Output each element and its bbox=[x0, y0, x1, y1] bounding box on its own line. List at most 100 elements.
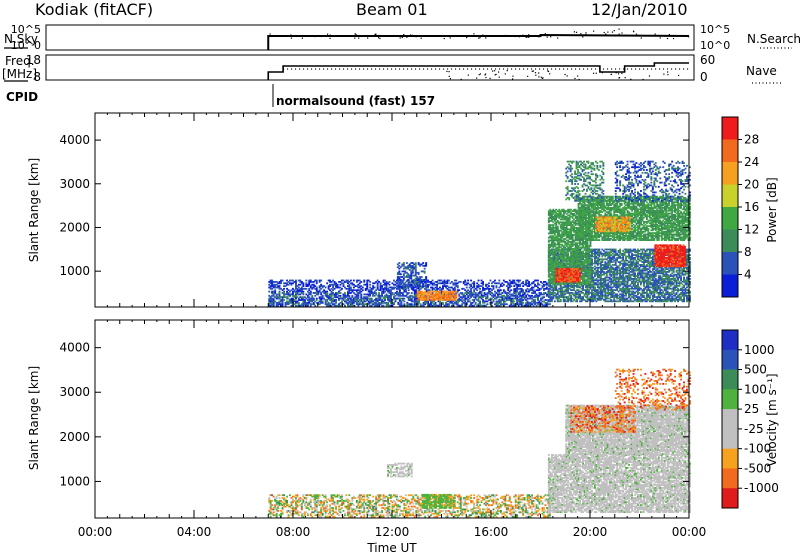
scatter-cell bbox=[508, 299, 511, 301]
scatter-cell bbox=[280, 296, 282, 299]
scatter-cell bbox=[665, 280, 668, 283]
scatter-cell bbox=[504, 303, 507, 306]
scatter-cell bbox=[296, 304, 299, 307]
scatter-cell bbox=[541, 296, 544, 299]
scatter-cell bbox=[284, 303, 287, 306]
scatter-cell bbox=[274, 289, 277, 292]
scatter-cell bbox=[413, 263, 416, 266]
scatter-cell bbox=[568, 297, 571, 300]
scatter-cell bbox=[645, 275, 648, 277]
scatter-cell bbox=[637, 251, 639, 254]
scatter-cell bbox=[428, 289, 431, 292]
scatter-cell bbox=[529, 294, 532, 297]
scatter-cell bbox=[415, 297, 418, 300]
scatter-cell bbox=[412, 286, 415, 289]
scatter-cell bbox=[427, 301, 429, 304]
scatter-cell bbox=[605, 258, 608, 261]
scatter-cell bbox=[619, 297, 622, 300]
scatter-cell bbox=[669, 287, 672, 290]
scatter-cell bbox=[367, 297, 370, 300]
scatter-cell bbox=[433, 282, 435, 285]
scatter-cell bbox=[327, 297, 330, 300]
scatter-cell bbox=[482, 283, 484, 286]
scatter-cell bbox=[318, 285, 321, 287]
scatter-cell bbox=[558, 258, 561, 261]
scatter-cell bbox=[502, 301, 505, 304]
scatter-cell bbox=[613, 283, 616, 286]
scatter-cell bbox=[421, 292, 424, 294]
scatter-cell bbox=[513, 287, 516, 290]
scatter-cell bbox=[418, 281, 421, 283]
scatter-cell bbox=[605, 286, 608, 289]
scatter-cell bbox=[516, 303, 519, 306]
scatter-cell bbox=[516, 289, 519, 292]
scatter-cell bbox=[443, 290, 446, 293]
scatter-cell bbox=[605, 287, 608, 290]
scatter-cell bbox=[411, 266, 414, 269]
scatter-cell bbox=[654, 287, 657, 290]
nave-dot bbox=[512, 75, 514, 77]
scatter-cell bbox=[625, 264, 627, 266]
scatter-cell bbox=[641, 257, 644, 259]
scatter-cell bbox=[437, 290, 440, 293]
scatter-cell bbox=[507, 297, 510, 300]
scatter-cell bbox=[596, 269, 599, 272]
scatter-cell bbox=[491, 292, 493, 294]
scatter-cell bbox=[439, 279, 441, 282]
scatter-cell bbox=[596, 285, 599, 287]
scatter-cell bbox=[406, 293, 409, 296]
scatter-cell bbox=[614, 285, 617, 287]
scatter-cell bbox=[622, 299, 625, 301]
scatter-cell bbox=[613, 282, 616, 284]
scatter-cell bbox=[628, 248, 630, 251]
scatter-cell bbox=[336, 286, 339, 289]
scatter-cell bbox=[342, 283, 345, 286]
scatter-cell bbox=[394, 292, 397, 294]
scatter-cell bbox=[499, 299, 502, 301]
scatter-cell bbox=[397, 283, 400, 286]
scatter-cell bbox=[657, 286, 660, 289]
scatter-cell bbox=[626, 290, 629, 293]
scatter-cell bbox=[607, 276, 610, 279]
scatter-cell bbox=[379, 286, 382, 289]
scatter-cell bbox=[396, 293, 398, 296]
scatter-cell bbox=[562, 293, 565, 296]
scatter-cell bbox=[614, 293, 617, 296]
scatter-cell bbox=[342, 285, 345, 287]
scatter-cell bbox=[620, 296, 623, 298]
scatter-cell bbox=[644, 272, 647, 275]
scatter-cell bbox=[614, 280, 617, 283]
scatter-cell bbox=[553, 294, 556, 297]
scatter-cell bbox=[396, 271, 399, 274]
scatter-cell bbox=[622, 296, 625, 298]
scatter-cell bbox=[555, 285, 558, 287]
scatter-cell bbox=[605, 266, 608, 269]
scatter-cell bbox=[347, 301, 349, 304]
scatter-cell bbox=[657, 265, 660, 268]
scatter-cell bbox=[656, 300, 659, 303]
scatter-cell bbox=[645, 285, 648, 287]
scatter-cell bbox=[610, 287, 613, 290]
scatter-cell bbox=[619, 252, 622, 255]
scatter-cell bbox=[414, 269, 417, 271]
scatter-cell bbox=[653, 248, 656, 251]
scatter-cell bbox=[410, 287, 413, 290]
scatter-cell bbox=[275, 293, 278, 296]
scatter-cell bbox=[651, 279, 654, 282]
scatter-cell bbox=[396, 276, 399, 278]
scatter-cell bbox=[635, 268, 638, 270]
scatter-cell bbox=[625, 292, 627, 294]
scatter-cell bbox=[486, 303, 489, 306]
scatter-cell bbox=[585, 251, 587, 254]
scatter-cell bbox=[470, 287, 473, 290]
scatter-cell bbox=[531, 294, 533, 297]
scatter-cell bbox=[415, 296, 418, 299]
scatter-cell bbox=[595, 251, 598, 254]
scatter-cell bbox=[434, 301, 437, 304]
scatter-cell bbox=[614, 272, 617, 275]
scatter-cell bbox=[352, 304, 355, 307]
scatter-cell bbox=[403, 289, 406, 292]
scatter-cell bbox=[599, 296, 602, 298]
scatter-cell bbox=[419, 281, 422, 284]
scatter-cell bbox=[619, 287, 622, 290]
